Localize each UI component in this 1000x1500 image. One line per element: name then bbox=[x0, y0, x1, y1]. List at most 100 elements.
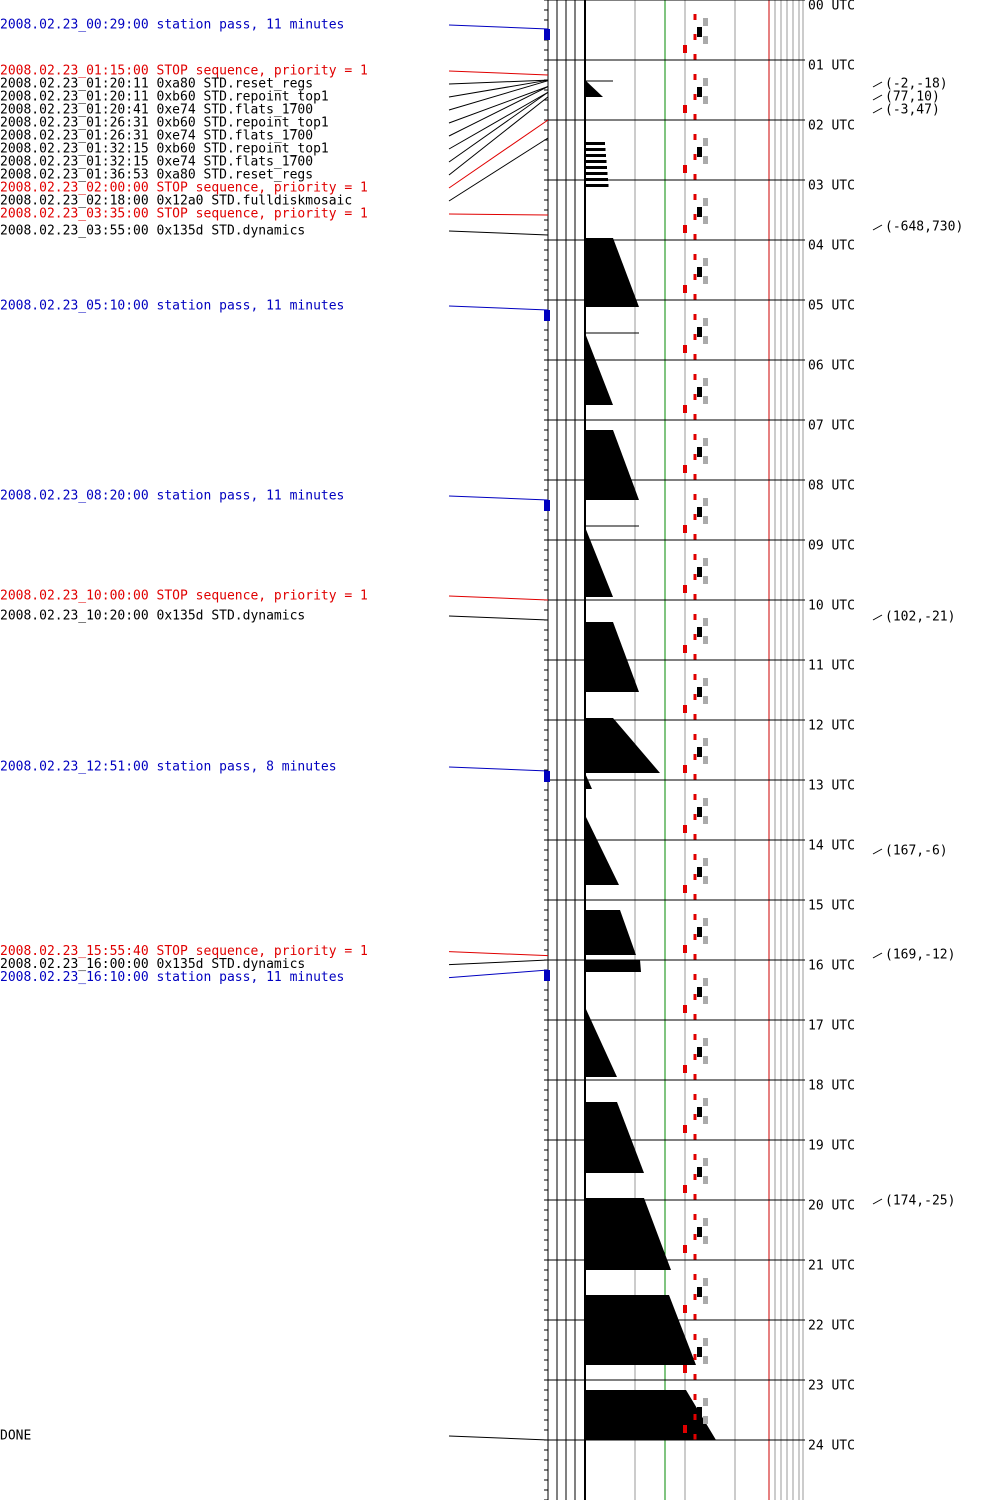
event-connector bbox=[448, 959, 549, 966]
red-marker bbox=[683, 1125, 687, 1133]
black-marker bbox=[697, 627, 702, 637]
pointing-glyph bbox=[872, 107, 883, 114]
activity-block bbox=[585, 184, 609, 187]
gray-marker bbox=[703, 1056, 708, 1064]
gray-marker bbox=[703, 576, 708, 584]
activity-block bbox=[585, 1295, 696, 1365]
pointing-label: (-3,47) bbox=[885, 103, 940, 118]
red-marker bbox=[683, 945, 687, 953]
red-marker bbox=[683, 165, 687, 173]
event-label: 2008.02.23_01:36:53 0xa80 STD.reset_regs bbox=[0, 168, 313, 183]
activity-block bbox=[585, 960, 641, 972]
gray-marker bbox=[703, 1398, 708, 1406]
activity-block bbox=[585, 154, 606, 157]
gray-marker bbox=[703, 216, 708, 224]
black-marker bbox=[697, 87, 702, 97]
event-connector bbox=[448, 495, 549, 501]
red-marker bbox=[683, 525, 687, 533]
event-label: 2008.02.23_02:18:00 0x12a0 STD.fulldiskm… bbox=[0, 194, 352, 209]
activity-block bbox=[585, 527, 613, 597]
gray-marker bbox=[703, 756, 708, 764]
activity-block bbox=[585, 333, 613, 405]
event-connector bbox=[448, 79, 549, 85]
hour-label: 18 UTC bbox=[808, 1079, 855, 1094]
red-marker bbox=[683, 405, 687, 413]
event-connector bbox=[448, 305, 549, 311]
pointing-glyph bbox=[872, 224, 883, 231]
red-marker bbox=[683, 465, 687, 473]
event-label: 2008.02.23_10:00:00 STOP sequence, prior… bbox=[0, 589, 368, 604]
black-marker bbox=[697, 1227, 702, 1237]
hour-label: 20 UTC bbox=[808, 1199, 855, 1214]
event-label: 2008.02.23_01:15:00 STOP sequence, prior… bbox=[0, 64, 368, 79]
gray-marker bbox=[703, 498, 708, 506]
gray-marker bbox=[703, 1278, 708, 1286]
gray-marker bbox=[703, 1098, 708, 1106]
gray-marker bbox=[703, 378, 708, 386]
event-label: 2008.02.23_02:00:00 STOP sequence, prior… bbox=[0, 181, 368, 196]
event-connector bbox=[448, 24, 549, 30]
event-connector bbox=[448, 96, 549, 176]
black-marker bbox=[697, 147, 702, 157]
activity-block bbox=[585, 1198, 671, 1270]
black-marker bbox=[697, 807, 702, 817]
event-label: 2008.02.23_01:32:15 0xe74 STD.flats_1700 bbox=[0, 155, 313, 170]
hour-label: 07 UTC bbox=[808, 419, 855, 434]
gray-marker bbox=[703, 318, 708, 326]
activity-block bbox=[585, 160, 607, 163]
red-marker bbox=[683, 105, 687, 113]
pointing-glyph bbox=[872, 1198, 883, 1205]
hour-label: 10 UTC bbox=[808, 599, 855, 614]
pointing-glyph bbox=[872, 81, 883, 88]
gray-marker bbox=[703, 438, 708, 446]
event-label: 2008.02.23_01:20:11 0xa80 STD.reset_regs bbox=[0, 77, 313, 92]
black-marker bbox=[697, 867, 702, 877]
gray-marker bbox=[703, 258, 708, 266]
event-connector bbox=[448, 230, 549, 236]
hour-label: 09 UTC bbox=[808, 539, 855, 554]
gray-marker bbox=[703, 558, 708, 566]
activity-block bbox=[585, 430, 639, 500]
hour-label: 08 UTC bbox=[808, 479, 855, 494]
hour-label: 22 UTC bbox=[808, 1319, 855, 1334]
pointing-label: (-648,730) bbox=[885, 220, 963, 235]
black-marker bbox=[697, 747, 702, 757]
event-connector bbox=[448, 595, 549, 601]
event-connector bbox=[448, 951, 549, 957]
station-pass-marker bbox=[544, 310, 550, 321]
gray-marker bbox=[703, 78, 708, 86]
black-marker bbox=[697, 1047, 702, 1057]
gray-marker bbox=[703, 96, 708, 104]
black-marker bbox=[697, 567, 702, 577]
event-label: 2008.02.23_01:26:31 0xe74 STD.flats_1700 bbox=[0, 129, 313, 144]
hour-label: 11 UTC bbox=[808, 659, 855, 674]
hour-label: 15 UTC bbox=[808, 899, 855, 914]
red-marker bbox=[683, 1065, 687, 1073]
black-marker bbox=[697, 687, 702, 697]
activity-block bbox=[585, 622, 639, 692]
event-connector bbox=[448, 766, 549, 772]
red-marker bbox=[683, 585, 687, 593]
event-connector bbox=[448, 91, 549, 150]
pointing-label: (102,-21) bbox=[885, 610, 955, 625]
gray-marker bbox=[703, 738, 708, 746]
hour-label: 05 UTC bbox=[808, 299, 855, 314]
black-marker bbox=[697, 1287, 702, 1297]
event-label: 2008.02.23_08:20:00 station pass, 11 min… bbox=[0, 489, 344, 504]
activity-block bbox=[585, 80, 603, 97]
activity-block bbox=[585, 718, 660, 773]
event-connector bbox=[448, 213, 549, 216]
event-connector bbox=[448, 615, 549, 621]
black-marker bbox=[697, 27, 702, 37]
activity-block bbox=[585, 142, 605, 145]
event-connector bbox=[448, 70, 549, 76]
activity-block bbox=[585, 1102, 644, 1173]
pointing-glyph bbox=[872, 614, 883, 621]
activity-block bbox=[585, 238, 639, 307]
gray-marker bbox=[703, 1038, 708, 1046]
black-marker bbox=[697, 927, 702, 937]
event-label: 2008.02.23_16:10:00 station pass, 11 min… bbox=[0, 970, 344, 985]
gray-marker bbox=[703, 636, 708, 644]
gray-marker bbox=[703, 618, 708, 626]
